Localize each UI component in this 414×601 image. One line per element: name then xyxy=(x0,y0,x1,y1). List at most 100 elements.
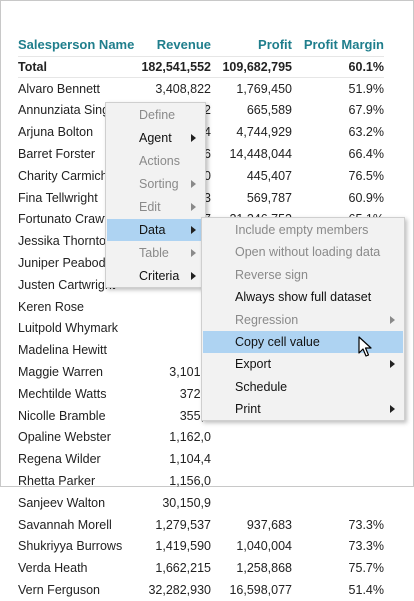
profit-margin-cell[interactable]: 73.3% xyxy=(348,539,384,554)
chevron-right-icon xyxy=(191,249,196,257)
salesperson-cell[interactable]: Fortunato Crawford xyxy=(18,212,126,227)
salesperson-cell[interactable]: Annunziata Singh xyxy=(18,103,116,118)
profit-cell[interactable]: 445,407 xyxy=(246,168,292,183)
profit-margin-cell[interactable]: 66.4% xyxy=(348,147,384,162)
salesperson-cell[interactable]: Jessika Thornton xyxy=(18,234,113,249)
column-header-salesperson[interactable]: Salesperson Name xyxy=(18,37,135,53)
revenue-cell[interactable]: 355,5 xyxy=(179,408,211,423)
menu-item-data[interactable]: Data xyxy=(107,219,204,241)
submenu-item-open-without-loading-data[interactable]: Open without loading data xyxy=(203,241,403,263)
profit-margin-cell[interactable]: 51.4% xyxy=(348,583,384,598)
column-header-profit[interactable]: Profit xyxy=(258,37,292,53)
submenu-item-always-show-full-dataset[interactable]: Always show full dataset xyxy=(203,286,403,308)
profit-cell[interactable]: 1,040,004 xyxy=(236,539,292,554)
salesperson-cell[interactable]: Madelina Hewitt xyxy=(18,343,107,358)
revenue-cell[interactable]: 1,662,215 xyxy=(155,561,211,576)
table-row: Rhetta Parker 1,156,0 xyxy=(18,470,384,492)
profit-cell[interactable]: 937,683 xyxy=(246,517,292,532)
column-header-revenue[interactable]: Revenue xyxy=(156,37,211,53)
menu-item-sorting[interactable]: Sorting xyxy=(107,173,204,195)
revenue-cell[interactable] xyxy=(130,339,211,361)
profit-cell[interactable]: 14,448,044 xyxy=(229,147,292,162)
menu-item-agent[interactable]: Agent xyxy=(107,127,204,149)
revenue-cell[interactable]: 1,156,0 xyxy=(169,474,211,489)
salesperson-cell[interactable]: Arjuna Bolton xyxy=(18,125,94,140)
total-label[interactable]: Total xyxy=(18,55,130,79)
revenue-cell[interactable]: 1,162,0 xyxy=(169,430,211,445)
revenue-cell[interactable]: 372,3 xyxy=(179,386,211,401)
salesperson-cell[interactable]: Regena Wilder xyxy=(18,452,101,467)
salesperson-cell[interactable]: Opaline Webster xyxy=(18,430,111,445)
profit-cell[interactable]: 1,769,450 xyxy=(236,81,292,96)
total-profit[interactable]: 109,682,795 xyxy=(211,55,292,79)
salesperson-cell[interactable]: Vern Ferguson xyxy=(18,583,100,598)
revenue-cell[interactable]: 1,104,4 xyxy=(169,452,211,467)
menu-item-label: Sorting xyxy=(139,177,179,191)
profit-margin-cell[interactable]: 73.3% xyxy=(348,517,384,532)
chevron-right-icon xyxy=(390,360,395,369)
profit-cell[interactable]: 665,589 xyxy=(246,103,292,118)
revenue-cell[interactable]: 1,279,537 xyxy=(155,517,211,532)
submenu-item-schedule[interactable]: Schedule xyxy=(203,376,403,398)
submenu-item-regression[interactable]: Regression xyxy=(203,309,403,331)
profit-cell[interactable] xyxy=(211,492,292,514)
profit-cell[interactable]: 4,744,929 xyxy=(236,125,292,140)
revenue-cell[interactable]: 30,150,9 xyxy=(162,495,211,510)
submenu-item-copy-cell-value[interactable]: Copy cell value xyxy=(203,331,403,353)
salesperson-cell[interactable]: Verda Heath xyxy=(18,561,88,576)
profit-margin-cell[interactable] xyxy=(292,470,384,492)
salesperson-cell[interactable]: Rhetta Parker xyxy=(18,474,96,489)
menu-item-edit[interactable]: Edit xyxy=(107,196,204,218)
salesperson-cell[interactable]: Nicolle Bramble xyxy=(18,408,106,423)
profit-cell[interactable]: 16,598,077 xyxy=(229,583,292,598)
salesperson-cell[interactable]: Savannah Morell xyxy=(18,517,112,532)
total-profit-margin[interactable]: 60.1% xyxy=(292,55,384,79)
profit-margin-cell[interactable]: 63.2% xyxy=(348,125,384,140)
salesperson-cell[interactable]: Juniper Peabody xyxy=(18,256,112,271)
profit-margin-cell[interactable]: 76.5% xyxy=(348,168,384,183)
salesperson-cell[interactable]: Sanjeev Walton xyxy=(18,495,106,510)
total-revenue[interactable]: 182,541,552 xyxy=(130,55,211,79)
salesperson-cell[interactable]: Luitpold Whymark xyxy=(18,321,119,336)
profit-margin-cell[interactable] xyxy=(292,427,384,449)
menu-item-actions[interactable]: Actions xyxy=(107,150,204,172)
revenue-cell[interactable]: 1,419,590 xyxy=(155,539,211,554)
data-submenu: Include empty members Open without loadin… xyxy=(201,217,405,421)
salesperson-cell[interactable]: Fina Tellwright xyxy=(18,190,98,205)
profit-margin-cell[interactable]: 60.9% xyxy=(348,190,384,205)
revenue-cell[interactable]: 3,101,7 xyxy=(169,365,211,380)
profit-margin-cell[interactable]: 51.9% xyxy=(348,81,384,96)
menu-item-define[interactable]: Define xyxy=(107,104,204,126)
submenu-item-reverse-sign[interactable]: Reverse sign xyxy=(203,264,403,286)
chevron-right-icon xyxy=(191,180,196,188)
revenue-cell[interactable] xyxy=(130,318,211,340)
profit-margin-cell[interactable] xyxy=(292,448,384,470)
submenu-item-include-empty-members[interactable]: Include empty members xyxy=(203,219,403,241)
submenu-item-print[interactable]: Print xyxy=(203,398,403,420)
salesperson-cell[interactable]: Keren Rose xyxy=(18,299,85,314)
salesperson-cell[interactable]: Mechtilde Watts xyxy=(18,386,107,401)
salesperson-cell[interactable]: Maggie Warren xyxy=(18,365,103,380)
menu-item-criteria[interactable]: Criteria xyxy=(107,265,204,287)
profit-cell[interactable] xyxy=(211,470,292,492)
profit-cell[interactable] xyxy=(211,427,292,449)
profit-cell[interactable]: 1,258,868 xyxy=(236,561,292,576)
salesperson-cell[interactable]: Charity Carmichael xyxy=(18,168,125,183)
revenue-cell[interactable] xyxy=(130,296,211,318)
submenu-item-export[interactable]: Export xyxy=(203,353,403,375)
profit-cell[interactable]: 569,787 xyxy=(246,190,292,205)
context-menu: Define Agent Actions Sorting Edit Data Table Cr… xyxy=(105,102,206,288)
revenue-cell[interactable]: 3,408,822 xyxy=(155,81,211,96)
menu-item-table[interactable]: Table xyxy=(107,242,204,264)
profit-margin-cell[interactable]: 67.9% xyxy=(348,103,384,118)
salesperson-cell[interactable]: Barret Forster xyxy=(18,147,96,162)
profit-margin-cell[interactable] xyxy=(292,492,384,514)
salesperson-cell[interactable]: Justen Cartwright xyxy=(18,277,116,292)
profit-cell[interactable] xyxy=(211,448,292,470)
revenue-cell[interactable]: 32,282,930 xyxy=(148,583,211,598)
salesperson-cell[interactable]: Shukriyya Burrows xyxy=(18,539,123,554)
menu-item-label: Agent xyxy=(139,131,172,145)
column-header-profit-margin[interactable]: Profit Margin xyxy=(303,37,384,53)
profit-margin-cell[interactable]: 75.7% xyxy=(348,561,384,576)
salesperson-cell[interactable]: Alvaro Bennett xyxy=(18,81,100,96)
